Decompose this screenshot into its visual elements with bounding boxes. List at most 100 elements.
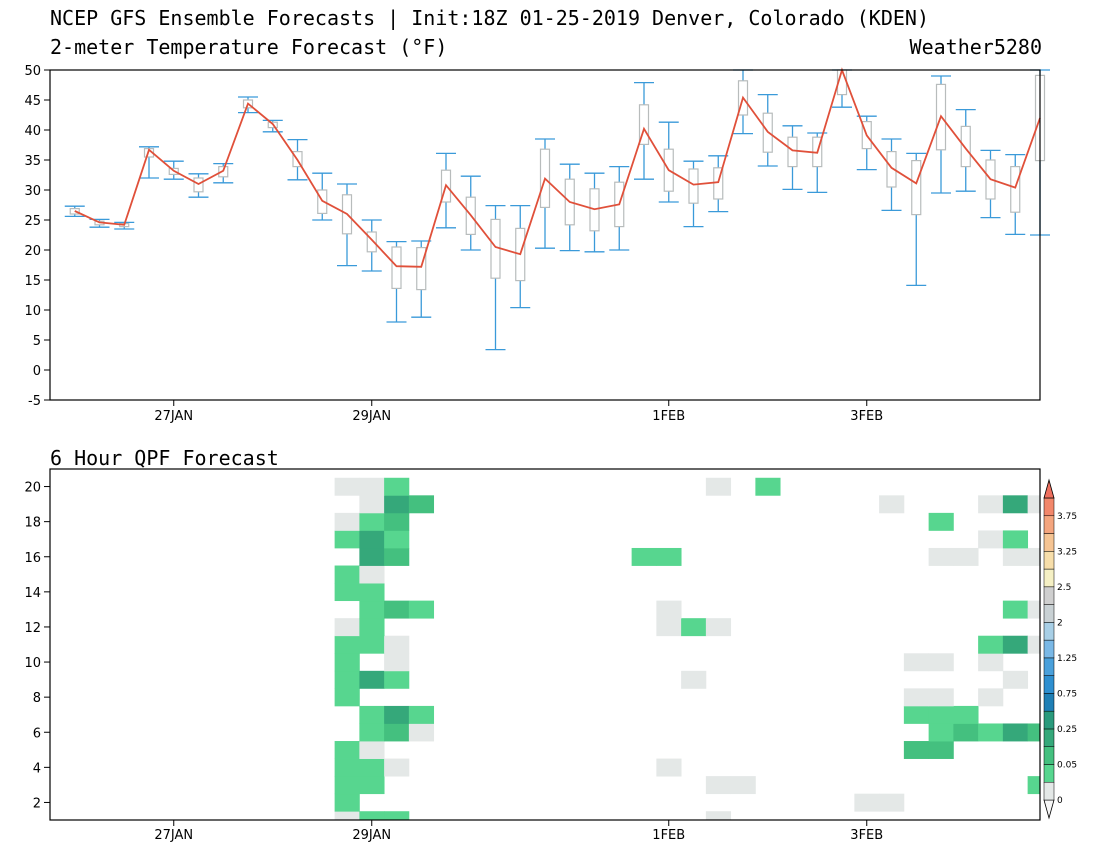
colorbar-swatch — [1043, 533, 1055, 552]
qpf-cell — [408, 705, 435, 724]
qpf-x-tick-label: 3FEB — [850, 828, 883, 843]
y-tick-label: 15 — [24, 274, 41, 289]
colorbar-swatch — [1043, 622, 1055, 641]
qpf-cell — [755, 477, 781, 496]
y-tick-label: 10 — [24, 304, 41, 319]
forecast-step-36 — [188, 173, 209, 198]
y-tick-label: 45 — [24, 94, 41, 109]
qpf-y-tick-label: 4 — [33, 761, 41, 776]
y-tick-label: 35 — [24, 154, 41, 169]
colorbar-swatch — [1043, 515, 1055, 534]
temperature-frame — [49, 69, 1041, 401]
qpf-cell — [903, 705, 930, 724]
iqr-box — [960, 125, 971, 168]
qpf-cell — [953, 723, 979, 742]
iqr-box — [391, 246, 402, 290]
qpf-cell — [359, 618, 385, 637]
qpf-cell — [408, 600, 435, 619]
y-tick-label: 40 — [24, 124, 41, 139]
qpf-frame — [49, 468, 1041, 821]
forecast-step-204 — [881, 138, 902, 212]
x-tick-label: 1FEB — [652, 409, 685, 424]
qpf-cell — [978, 723, 1004, 742]
qpf-cell — [978, 688, 1004, 707]
y-tick-label: -5 — [28, 394, 41, 409]
forecast-step-54 — [262, 119, 283, 133]
forecast-step-234 — [1005, 153, 1026, 236]
qpf-cell — [359, 477, 385, 496]
qpf-cell — [1027, 495, 1040, 514]
x-tick-label: 29JAN — [352, 409, 391, 424]
qpf-cell — [928, 512, 954, 531]
qpf-cell — [359, 530, 385, 549]
qpf-cell — [1027, 547, 1040, 566]
qpf-cell — [359, 811, 385, 820]
qpf-cell — [1027, 600, 1040, 619]
qpf-cell — [359, 565, 385, 584]
qpf-y-tick-label: 6 — [33, 726, 41, 741]
qpf-y-tick-label: 20 — [24, 481, 41, 496]
qpf-cell — [854, 793, 880, 812]
qpf-cell — [359, 495, 385, 514]
qpf-cell — [334, 811, 360, 820]
qpf-cell — [334, 741, 360, 759]
qpf-cell — [384, 547, 410, 566]
qpf-y-tick-label: 16 — [24, 551, 41, 566]
qpf-cell — [334, 618, 360, 637]
iqr-box — [638, 104, 650, 146]
qpf-cell — [1027, 635, 1040, 654]
qpf-cell — [705, 811, 732, 820]
qpf-cell — [334, 635, 360, 654]
qpf-cell — [928, 653, 954, 672]
colorbar-swatch — [1043, 728, 1055, 747]
qpf-cell — [1002, 495, 1029, 514]
forecast-step-72 — [337, 183, 357, 267]
qpf-cell — [384, 758, 410, 777]
forecast-step-90 — [411, 240, 432, 318]
qpf-cell — [1052, 776, 1077, 794]
qpf-cell — [359, 776, 385, 795]
colorbar-swatch — [1043, 746, 1055, 765]
qpf-cell — [1002, 635, 1029, 654]
forecast-step-66 — [312, 172, 333, 221]
colorbar-swatch — [1043, 764, 1055, 783]
qpf-cell — [978, 653, 1004, 672]
qpf-cell — [730, 776, 756, 795]
qpf-cell — [359, 512, 385, 531]
forecast-step-96 — [436, 152, 456, 229]
qpf-cell — [384, 670, 410, 689]
qpf-cell — [384, 635, 410, 654]
qpf-cell — [384, 495, 410, 514]
qpf-cell — [705, 477, 732, 496]
qpf-panel-title: 6 Hour QPF Forecast — [50, 446, 279, 470]
colorbar-swatch — [1043, 551, 1055, 570]
qpf-cell — [879, 793, 905, 812]
colorbar-min-triangle — [1043, 799, 1055, 820]
qpf-cell — [359, 635, 385, 654]
qpf-cell — [359, 547, 385, 566]
colorbar-swatch — [1043, 657, 1055, 676]
y-tick-label: 25 — [24, 214, 41, 229]
qpf-cell — [705, 618, 732, 637]
colorbar-label: 3.25 — [1057, 547, 1077, 557]
qpf-cell — [334, 688, 360, 707]
colorbar-swatch — [1043, 710, 1055, 730]
y-tick-label: 5 — [33, 334, 41, 349]
qpf-cell — [1027, 723, 1040, 742]
qpf-cell — [359, 600, 385, 619]
qpf-cell — [384, 512, 410, 531]
qpf-cell — [656, 758, 682, 777]
colorbar-swatch — [1043, 639, 1055, 659]
qpf-cell — [408, 723, 435, 742]
colorbar-label: 0.25 — [1057, 725, 1077, 735]
colorbar-label: 2.5 — [1057, 583, 1071, 593]
colorbar-swatch — [1043, 675, 1055, 694]
colorbar-label: 2 — [1057, 618, 1063, 628]
qpf-cell — [334, 793, 360, 812]
colorbar-swatch — [1043, 568, 1055, 588]
qpf-cell — [1052, 741, 1077, 759]
qpf-cell — [359, 723, 385, 742]
colorbar-label: 3.75 — [1057, 512, 1077, 522]
